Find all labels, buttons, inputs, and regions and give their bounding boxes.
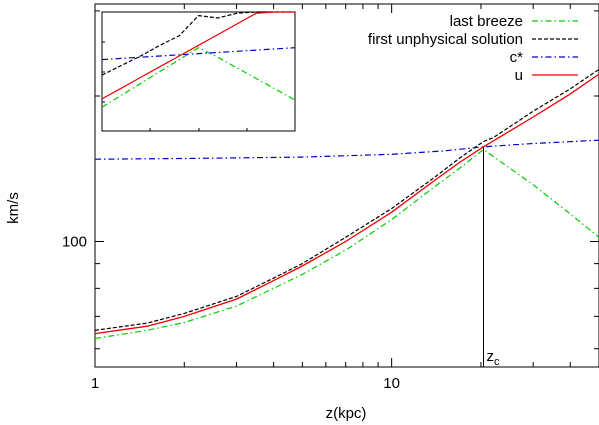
series-line: [94, 139, 599, 160]
inset-series-line: [101, 47, 296, 61]
y-axis-label: km/s: [5, 192, 22, 224]
critical-point-label: zc: [487, 348, 501, 368]
critical-point-label-main: z: [487, 348, 495, 365]
series-line: [94, 68, 599, 331]
x-axis-label: z(kpc): [326, 405, 367, 422]
inset-series-line: [101, 11, 295, 76]
legend-label: last breeze: [450, 13, 523, 30]
plot-frame: [94, 3, 599, 368]
axis-ticks: [94, 4, 599, 367]
tick-labels: 1 10 100: [62, 234, 400, 392]
legend-label: first unphysical solution: [368, 31, 523, 48]
x-tick-label: 10: [383, 375, 400, 392]
y-tick-label: 100: [62, 234, 87, 251]
legend-label: c*: [510, 49, 524, 66]
inset-series-line: [101, 11, 295, 100]
series-group: [94, 68, 599, 340]
inset-series-line: [101, 47, 296, 108]
inset-frame: [101, 11, 296, 132]
series-line: [94, 73, 599, 335]
series-line: [94, 148, 599, 340]
inset-group: [101, 11, 296, 131]
x-tick-label: 1: [91, 375, 99, 392]
critical-point-label-subscript: c: [494, 356, 500, 368]
legend-label: u: [515, 67, 523, 84]
